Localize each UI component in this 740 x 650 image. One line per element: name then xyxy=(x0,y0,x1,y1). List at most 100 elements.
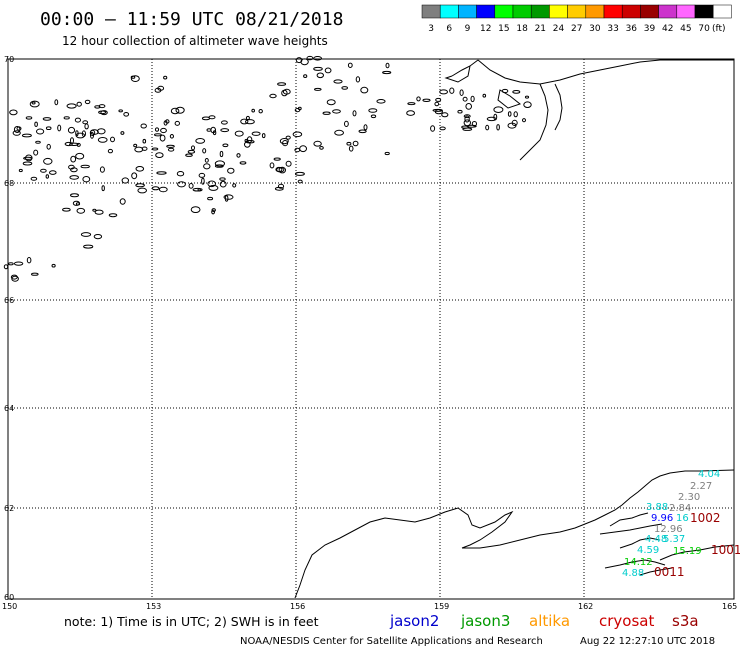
lake-outline xyxy=(75,202,81,206)
lake-outline xyxy=(42,117,52,121)
lake-outline xyxy=(471,121,477,127)
lake-outline xyxy=(76,207,86,214)
lake-outline xyxy=(299,145,308,153)
obs-label: 4.59 xyxy=(637,545,659,556)
lake-outline xyxy=(522,118,526,123)
lake-outline xyxy=(151,147,159,151)
lake-outline xyxy=(277,183,285,189)
lake-outline xyxy=(90,131,94,139)
lake-outline xyxy=(464,115,470,123)
colorbar-tick-label: 15 xyxy=(498,24,509,34)
lake-outline xyxy=(190,206,201,214)
lake-outline xyxy=(75,132,86,139)
lake-outline xyxy=(355,76,361,83)
lake-outline xyxy=(341,86,349,90)
lake-outline xyxy=(384,151,390,156)
lake-outline xyxy=(82,120,89,125)
longitude-labels: 150 153 156 159 162 165 xyxy=(2,602,737,611)
lake-outline xyxy=(30,176,38,181)
lake-outline xyxy=(176,171,185,177)
lake-outline xyxy=(214,164,224,168)
lake-outline xyxy=(313,56,323,61)
lake-outline xyxy=(219,180,227,188)
lake-outline xyxy=(191,145,195,151)
lake-outline xyxy=(432,108,443,112)
lake-outline xyxy=(201,116,211,121)
lake-outline xyxy=(214,160,225,167)
lake-outline xyxy=(219,150,224,158)
lake-outline xyxy=(334,129,345,136)
lake-outline xyxy=(76,101,82,107)
lake-outline xyxy=(43,157,53,165)
colorbar: 3 6 9 12 15 18 21 24 27 30 33 36 39 42 45 70 xyxy=(421,4,732,34)
footer-credit: NOAA/NESDIS Center for Satellite Applica… xyxy=(240,636,543,647)
lake-outline xyxy=(25,154,33,162)
lake-outline xyxy=(75,152,85,160)
lake-outline xyxy=(524,95,530,99)
lake-outline xyxy=(133,143,138,148)
lake-outline xyxy=(135,166,145,172)
legend-jason2: jason2 xyxy=(389,612,439,630)
latitude-labels: 70 68 66 64 62 60 xyxy=(4,55,14,602)
colorbar-swatch xyxy=(494,4,514,19)
colorbar-tick-label: 6 xyxy=(446,24,452,34)
lake-outline xyxy=(156,171,167,175)
lake-outline xyxy=(33,149,39,156)
lake-outline xyxy=(297,106,302,111)
lake-outline xyxy=(206,128,212,132)
lake-outline xyxy=(174,120,181,126)
lake-outline xyxy=(276,167,285,173)
footer-note: note: 1) Time is in UTC; 2) SWH is in fe… xyxy=(64,614,319,629)
lake-outline xyxy=(319,146,324,150)
lon-label-156: 156 xyxy=(290,602,305,611)
colorbar-tick-label: 24 xyxy=(553,24,565,34)
lake-outline xyxy=(119,198,126,205)
obs-label: 15.19 xyxy=(673,546,702,557)
lake-outline xyxy=(224,195,229,202)
lake-outline xyxy=(222,143,229,148)
lake-outline xyxy=(348,145,354,152)
lake-outline xyxy=(121,177,130,184)
lake-outline xyxy=(314,87,322,91)
lake-outline xyxy=(97,137,108,143)
lake-outline xyxy=(352,110,357,117)
lake-outline xyxy=(140,123,147,129)
lake-outline xyxy=(463,114,471,119)
lake-outline xyxy=(292,131,303,138)
lake-outline xyxy=(223,194,234,200)
lake-outline xyxy=(507,122,517,129)
lake-outline xyxy=(273,157,281,161)
graticule xyxy=(8,59,734,599)
lake-outline xyxy=(158,186,168,193)
legend-jason3: jason3 xyxy=(460,612,510,630)
lon-label-150: 150 xyxy=(2,602,17,611)
lake-outline xyxy=(370,114,377,119)
lake-outline xyxy=(45,174,49,179)
lake-outline xyxy=(523,101,532,108)
obs-label: 5.37 xyxy=(663,534,685,545)
obs-label: 2.30 xyxy=(678,492,700,503)
lake-outline xyxy=(202,148,207,154)
lake-outline xyxy=(462,96,468,102)
lake-outline xyxy=(130,75,140,82)
satellite-legend: jason2 jason3 altika cryosat s3a xyxy=(389,612,699,630)
colorbar-tick-label: 12 xyxy=(480,24,491,34)
lake-outline xyxy=(188,183,194,189)
colorbar-tick-label: 27 xyxy=(571,24,582,34)
lake-outline xyxy=(31,272,39,276)
lake-outline xyxy=(195,138,206,144)
lake-outline xyxy=(118,109,123,113)
lake-outline xyxy=(332,109,341,114)
colorbar-swatch xyxy=(549,4,568,19)
lake-outline xyxy=(449,87,455,94)
lake-outline xyxy=(107,148,114,154)
lake-outline xyxy=(82,176,91,183)
lake-outline xyxy=(277,82,287,86)
lake-outline xyxy=(285,160,292,167)
lake-outline xyxy=(207,196,214,201)
colorbar-tick-label: 30 xyxy=(589,24,601,34)
lake-outline xyxy=(236,153,241,158)
lake-outline xyxy=(251,131,261,136)
lake-outline xyxy=(131,172,138,180)
lake-outline xyxy=(430,125,436,132)
